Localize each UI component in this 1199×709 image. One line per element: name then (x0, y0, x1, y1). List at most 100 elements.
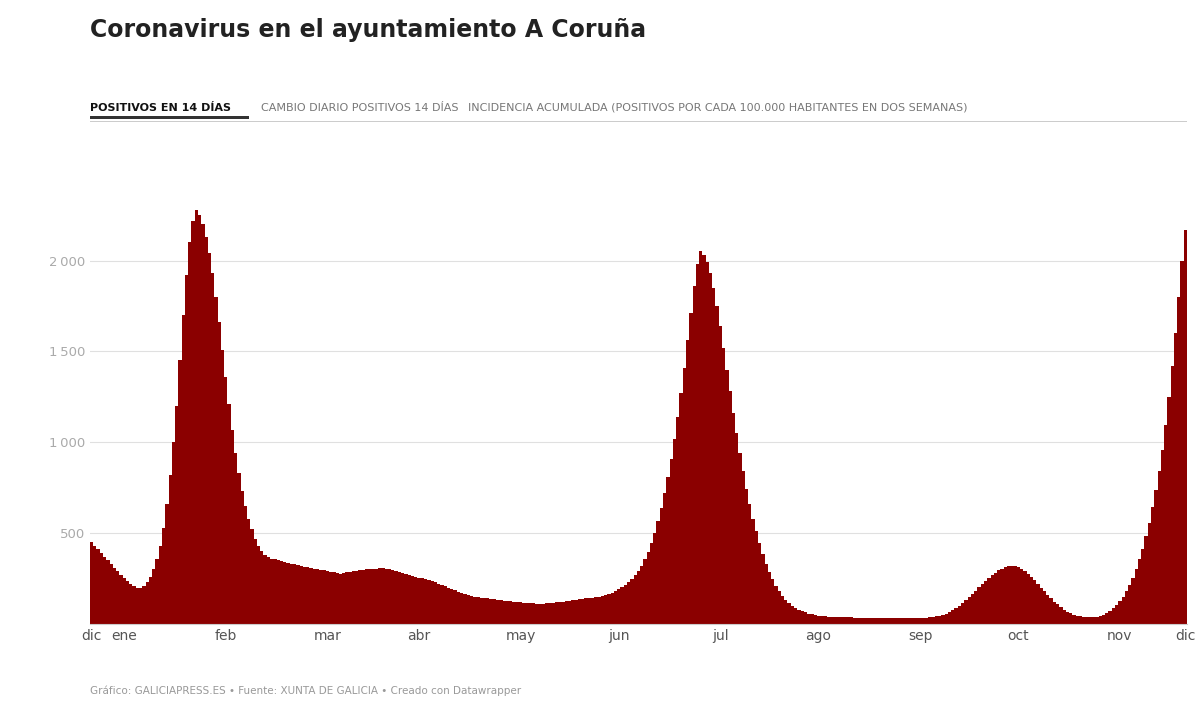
Bar (984, 581, 987, 624)
Bar (1102, 615, 1105, 624)
Bar (962, 603, 964, 624)
Bar (561, 601, 565, 624)
Bar (486, 598, 489, 624)
Bar (1066, 612, 1070, 624)
Bar (243, 506, 247, 624)
Bar (968, 597, 971, 624)
Bar (824, 616, 827, 624)
Bar (149, 576, 152, 624)
Bar (1053, 601, 1056, 624)
Bar (987, 578, 990, 624)
Bar (542, 603, 546, 624)
Bar (716, 306, 718, 624)
Bar (640, 566, 644, 624)
Bar (139, 588, 143, 624)
Bar (954, 608, 958, 624)
Bar (631, 579, 633, 624)
Bar (650, 543, 653, 624)
Bar (860, 618, 863, 624)
Bar (313, 569, 315, 624)
Bar (109, 564, 113, 624)
Bar (572, 601, 574, 624)
Bar (1170, 366, 1174, 624)
Bar (309, 568, 313, 624)
Bar (559, 602, 561, 624)
Text: POSITIVOS EN 14 DÍAS: POSITIVOS EN 14 DÍAS (90, 103, 231, 113)
Bar (814, 615, 817, 624)
Bar (388, 569, 391, 624)
Bar (251, 530, 254, 624)
Bar (1177, 297, 1181, 624)
Bar (752, 518, 754, 624)
Bar (444, 586, 447, 624)
Bar (287, 563, 290, 624)
Bar (778, 591, 781, 624)
Bar (424, 579, 427, 624)
Bar (958, 605, 962, 624)
Bar (729, 391, 731, 624)
Bar (1155, 491, 1157, 624)
Bar (427, 580, 430, 624)
Bar (414, 576, 417, 624)
Bar (820, 616, 824, 624)
Bar (974, 591, 977, 624)
Bar (1183, 230, 1187, 624)
Bar (1174, 333, 1177, 624)
Bar (277, 560, 279, 624)
Bar (342, 573, 345, 624)
Bar (673, 439, 676, 624)
Bar (981, 584, 984, 624)
Bar (803, 613, 807, 624)
Bar (100, 553, 103, 624)
Bar (742, 471, 745, 624)
Bar (207, 253, 211, 624)
Bar (237, 473, 241, 624)
Bar (493, 599, 496, 624)
Bar (797, 610, 801, 624)
Bar (546, 603, 548, 624)
Bar (126, 581, 129, 624)
Bar (339, 574, 342, 624)
Bar (588, 598, 591, 624)
Bar (754, 531, 758, 624)
Bar (1017, 567, 1020, 624)
Bar (94, 546, 96, 624)
Bar (201, 224, 205, 624)
Bar (552, 603, 555, 624)
Bar (712, 288, 716, 624)
Bar (614, 591, 617, 624)
Bar (758, 543, 761, 624)
Bar (529, 603, 532, 624)
Bar (748, 504, 752, 624)
Bar (1108, 611, 1111, 624)
Bar (998, 570, 1000, 624)
Bar (438, 584, 440, 624)
Bar (856, 618, 860, 624)
Bar (1144, 536, 1147, 624)
Bar (794, 608, 797, 624)
Bar (866, 618, 869, 624)
Bar (273, 559, 277, 624)
Bar (129, 584, 133, 624)
Bar (145, 582, 149, 624)
Bar (807, 613, 811, 624)
Bar (1011, 566, 1013, 624)
Bar (876, 618, 879, 624)
Bar (928, 618, 932, 624)
Bar (912, 618, 915, 624)
Text: INCIDENCIA ACUMULADA (POSITIVOS POR CADA 100.000 HABITANTES EN DOS SEMANAS): INCIDENCIA ACUMULADA (POSITIVOS POR CADA… (468, 103, 968, 113)
Bar (1105, 613, 1108, 624)
Bar (1007, 566, 1011, 624)
Bar (761, 554, 765, 624)
Bar (663, 493, 667, 624)
Bar (767, 572, 771, 624)
Bar (1079, 616, 1083, 624)
Bar (1083, 617, 1085, 624)
Bar (224, 377, 228, 624)
Bar (525, 603, 529, 624)
Bar (283, 562, 287, 624)
Bar (1062, 610, 1066, 624)
Bar (1134, 569, 1138, 624)
Bar (430, 581, 434, 624)
Bar (254, 539, 257, 624)
